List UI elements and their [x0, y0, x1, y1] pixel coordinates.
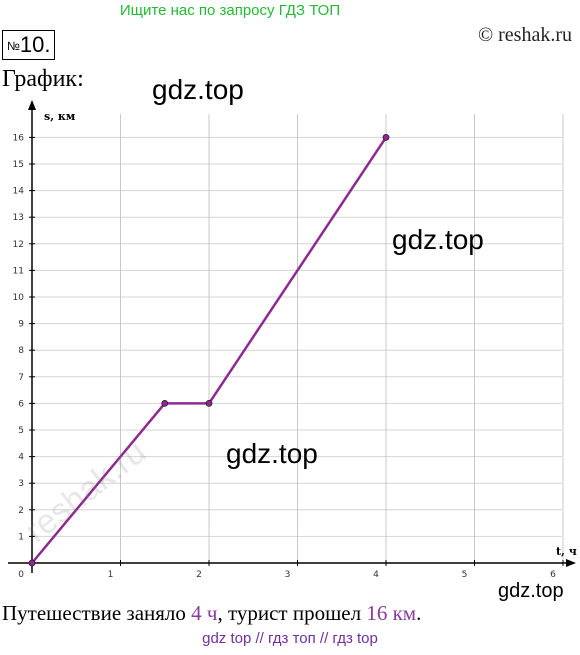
x-tick-label: 3: [285, 570, 291, 580]
x-axis-label: t, ч: [556, 545, 577, 558]
task-number-box: №10.: [2, 30, 56, 60]
y-axis-label: s, км: [44, 110, 76, 123]
y-tick-label: 15: [13, 160, 24, 170]
y-tick-label: 16: [13, 133, 25, 143]
y-tick-label: 11: [13, 266, 24, 276]
y-tick-label: 5: [18, 426, 24, 436]
y-tick-label: 3: [18, 479, 24, 489]
y-tick-label: 12: [13, 240, 24, 250]
y-tick-label: 1: [18, 532, 24, 542]
promo-banner: Ищите нас по запросу ГДЗ ТОП: [119, 2, 341, 19]
number-sign: №: [7, 39, 20, 54]
answer-part-1: Путешествие заняло: [2, 601, 192, 625]
x-axis-arrow: [566, 559, 576, 567]
chart-heading: График:: [2, 66, 84, 92]
series-line: [31, 136, 388, 564]
x-tick-label: 5: [462, 570, 468, 580]
x-tick-label: 6: [550, 570, 556, 580]
y-tick-label: 6: [18, 399, 24, 409]
x-tick-label: 1: [108, 570, 114, 580]
y-tick-label: 4: [18, 453, 24, 463]
y-tick-label: 2: [18, 506, 24, 516]
watermark-3: gdz.top: [226, 438, 318, 469]
y-tick-label: 9: [18, 320, 24, 330]
y-axis-arrow: [28, 100, 36, 110]
y-tick-label: 8: [18, 346, 24, 356]
answer-text: Путешествие заняло 4 ч, турист прошел 16…: [2, 601, 421, 626]
answer-part-2: , турист прошел: [217, 601, 367, 625]
y-tick-label: 13: [13, 213, 24, 223]
answer-part-3: .: [416, 601, 422, 625]
y-tick-label: 7: [18, 373, 24, 383]
answer-time: 4 ч: [191, 601, 218, 625]
data-point: [28, 559, 36, 567]
y-tick-label: 14: [13, 187, 25, 197]
footer-links: gdz top // гдз топ // гдз top: [202, 630, 378, 647]
y-tick-label: 10: [13, 293, 25, 303]
x-tick-label: 4: [373, 570, 379, 580]
answer-distance: 16 км: [366, 601, 417, 625]
data-point: [382, 133, 390, 141]
origin-label: 0: [18, 570, 24, 580]
copyright-label: © reshak.ru: [477, 24, 572, 46]
x-tick-label: 2: [196, 570, 202, 580]
data-point: [205, 399, 213, 407]
watermark-2: gdz.top: [392, 224, 484, 255]
watermark-1: gdz.top: [152, 74, 244, 105]
watermark-4: gdz.top: [498, 580, 564, 602]
data-point: [161, 399, 169, 407]
task-number: 10.: [19, 32, 51, 57]
